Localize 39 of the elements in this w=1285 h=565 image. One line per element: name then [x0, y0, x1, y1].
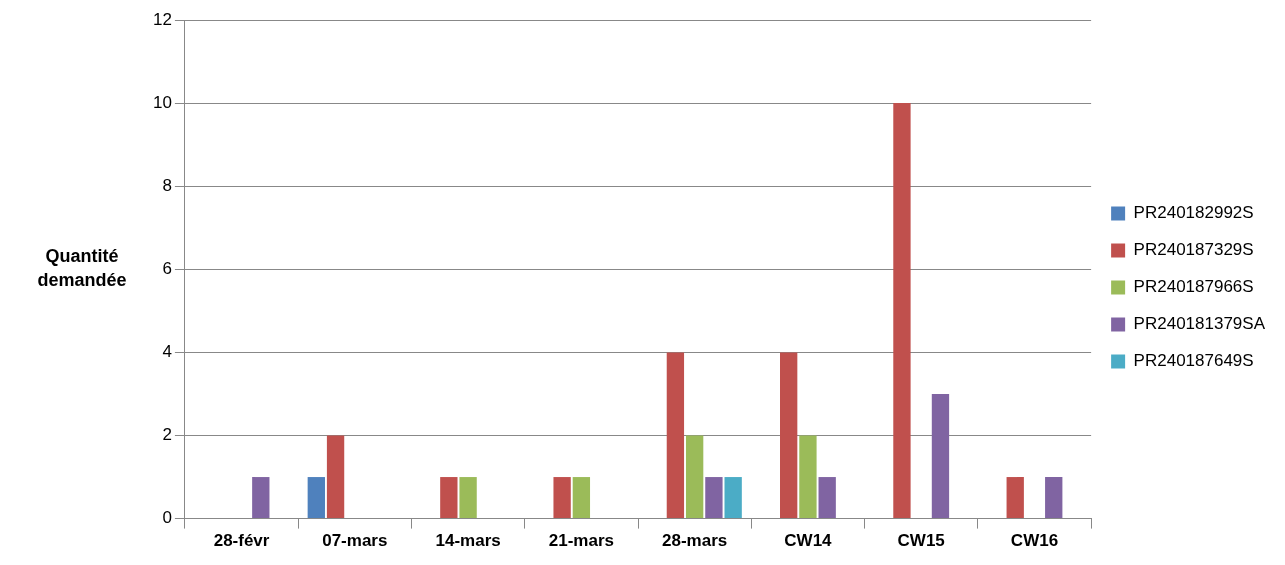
y-tick-label: 8: [162, 175, 172, 195]
bar: [307, 477, 325, 519]
bar: [459, 477, 477, 519]
y-tick-label: 0: [162, 508, 172, 528]
y-tick-label: 12: [152, 9, 172, 29]
bar: [931, 393, 950, 519]
bar: [326, 435, 345, 519]
y-axis-title: Quantité demandée: [37, 246, 127, 291]
bar: [440, 477, 458, 519]
bar: [705, 477, 723, 519]
bar: [572, 477, 591, 519]
legend-label: PR240181379SA: [1133, 314, 1266, 334]
bar: [818, 477, 836, 519]
y-tick-label: 10: [152, 92, 172, 112]
bar: [252, 477, 270, 519]
y-tick-label: 4: [162, 342, 172, 362]
x-tick-label: 07-mars: [322, 531, 388, 551]
bar: [666, 352, 685, 519]
bar: [893, 103, 911, 519]
bar: [1045, 477, 1063, 519]
bar: [780, 352, 798, 519]
x-tick-label: 28-févr: [213, 531, 270, 551]
legend-label: PR240187966S: [1133, 277, 1254, 297]
x-tick-label: CW15: [897, 531, 945, 551]
bar: [799, 435, 817, 519]
y-tick-label: 6: [162, 258, 172, 278]
bar: [685, 435, 704, 519]
y-tick-label: 2: [162, 425, 172, 445]
x-tick-label: 28-mars: [662, 531, 728, 551]
x-tick-label: CW14: [784, 531, 833, 551]
bar: [553, 477, 571, 519]
bar: [724, 477, 742, 519]
x-tick-label: 14-mars: [435, 531, 501, 551]
legend-label: PR240187329S: [1133, 240, 1254, 260]
x-tick-label: 21-mars: [548, 531, 614, 551]
legend-label: PR240187649S: [1133, 351, 1254, 371]
bar: [1006, 477, 1024, 519]
x-tick-label: CW16: [1010, 531, 1059, 551]
legend-label: PR240182992S: [1133, 203, 1254, 223]
